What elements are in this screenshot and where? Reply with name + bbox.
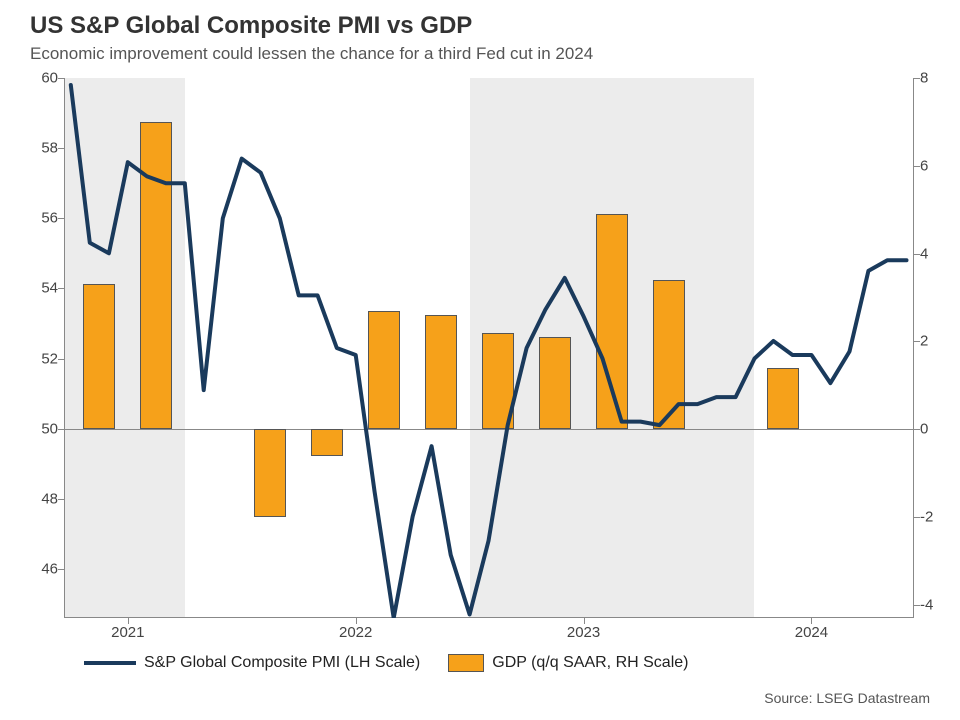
legend-bar-label: GDP (q/q SAAR, RH Scale) bbox=[492, 654, 688, 672]
chart-subtitle: Economic improvement could lessen the ch… bbox=[30, 44, 593, 64]
pmi-line bbox=[64, 78, 914, 618]
chart-title: US S&P Global Composite PMI vs GDP bbox=[30, 12, 472, 40]
legend-item-bar: GDP (q/q SAAR, RH Scale) bbox=[448, 654, 688, 672]
plot-area: 4648505254565860-4-202468202120222023202… bbox=[64, 78, 914, 618]
legend-item-line: S&P Global Composite PMI (LH Scale) bbox=[84, 654, 420, 672]
legend-line-label: S&P Global Composite PMI (LH Scale) bbox=[144, 654, 420, 672]
source-label: Source: LSEG Datastream bbox=[764, 690, 930, 706]
legend-line-swatch bbox=[84, 661, 136, 665]
legend: S&P Global Composite PMI (LH Scale) GDP … bbox=[84, 654, 688, 672]
legend-bar-swatch bbox=[448, 654, 484, 672]
